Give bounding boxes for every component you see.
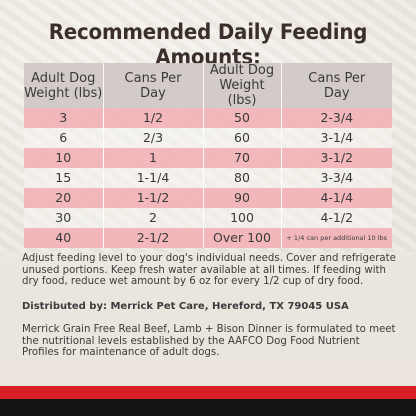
table-row: 40 2-1/2 Over 100 + 1/4 can per addition… — [24, 228, 392, 248]
table-row: 15 1-1/4 80 3-3/4 — [24, 168, 392, 188]
table-cell: 1 — [102, 148, 203, 168]
feeding-instructions: Adjust feeding level to your dog's indiv… — [22, 253, 396, 287]
table-cell: 50 — [202, 108, 281, 128]
table-cell: 100 — [202, 208, 281, 228]
table-cell: 30 — [55, 210, 72, 225]
table-row: 3 1/2 50 2-3/4 — [24, 108, 392, 128]
table-cell: 1-1/2 — [102, 188, 203, 208]
table-cell: Over 100 — [202, 228, 281, 248]
header-weight-1: Adult Dog Weight (lbs) — [24, 70, 103, 101]
table-cell: 60 — [202, 128, 281, 148]
table-cell: 15 — [55, 170, 72, 185]
table-cell: 40 — [55, 230, 72, 245]
distributor-line: Distributed by: Merrick Pet Care, Herefo… — [22, 301, 349, 312]
table-row: 30 2 100 4-1/2 — [24, 208, 392, 228]
table-header-row: Adult Dog Weight (lbs) Cans Per Day Adult … — [24, 63, 392, 108]
table-row: 20 1-1/2 90 4-1/4 — [24, 188, 392, 208]
page-title: Recommended Daily Feeding Amounts: — [48, 20, 368, 70]
table-cell: 4-1/4 — [280, 188, 392, 208]
table-cell: 2-3/4 — [280, 108, 392, 128]
table-row: 10 1 70 3-1/2 — [24, 148, 392, 168]
table-cell: 2 — [102, 208, 203, 228]
table-cell: 1/2 — [102, 108, 203, 128]
table-cell: 70 — [202, 148, 281, 168]
table-cell: 10 — [55, 150, 72, 165]
table-cell: 3-3/4 — [280, 168, 392, 188]
table-cell: 2-1/2 — [102, 228, 203, 248]
table-cell: 20 — [55, 190, 72, 205]
black-stripe — [0, 399, 416, 416]
table-cell: 3-1/2 — [280, 148, 392, 168]
table-cell: 3 — [59, 110, 68, 125]
table-cell: 80 — [202, 168, 281, 188]
feeding-table: Adult Dog Weight (lbs) Cans Per Day Adult … — [24, 63, 392, 248]
table-cell: 4-1/2 — [280, 208, 392, 228]
header-cans-1: Cans Per Day — [102, 63, 203, 108]
table-cell: 1-1/4 — [102, 168, 203, 188]
header-cans-2: Cans Per Day — [280, 63, 392, 108]
nutrition-statement: Merrick Grain Free Real Beef, Lamb + Bis… — [22, 324, 396, 358]
table-cell: 6 — [59, 130, 68, 145]
table-cell: 90 — [202, 188, 281, 208]
header-weight-2: Adult Dog Weight (lbs) — [202, 63, 281, 108]
table-cell: 3-1/4 — [280, 128, 392, 148]
table-cell: 2/3 — [102, 128, 203, 148]
red-stripe — [0, 386, 416, 399]
additional-weight-note: + 1/4 can per additional 10 lbs — [280, 228, 392, 248]
table-row: 6 2/3 60 3-1/4 — [24, 128, 392, 148]
